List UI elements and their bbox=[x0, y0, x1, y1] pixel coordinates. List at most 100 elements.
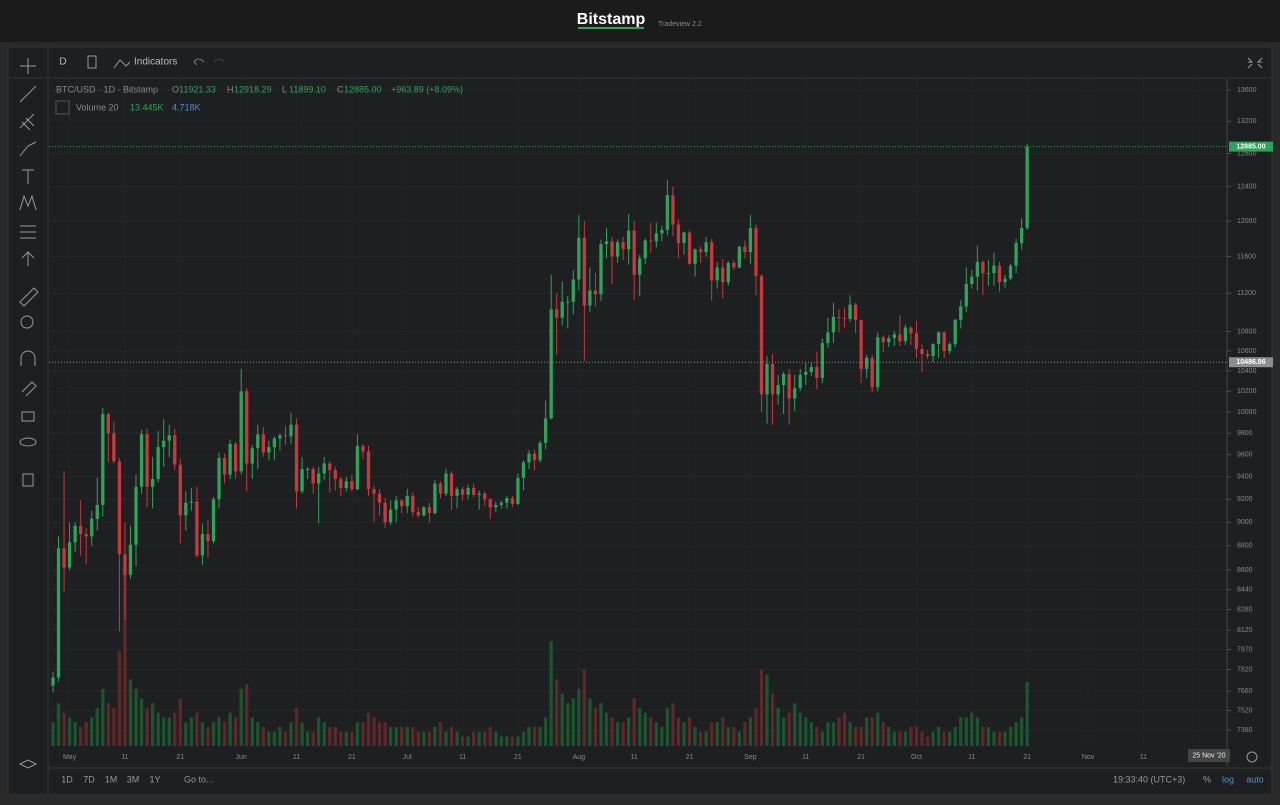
candle-body bbox=[51, 677, 55, 686]
ruler-tool[interactable] bbox=[19, 287, 39, 307]
log-toggle[interactable]: log bbox=[1222, 774, 1234, 784]
candle-body bbox=[981, 262, 985, 273]
candle-body bbox=[992, 265, 996, 273]
ohlc-value: 11921.33 bbox=[179, 84, 216, 94]
undo[interactable] bbox=[193, 58, 205, 66]
volume-bar bbox=[344, 731, 349, 746]
range-button[interactable]: 1M bbox=[105, 774, 118, 784]
trash-tool[interactable] bbox=[22, 473, 34, 487]
crosshair-tool[interactable] bbox=[20, 58, 36, 74]
go-to[interactable]: Go to... bbox=[184, 774, 214, 784]
candle-body bbox=[842, 317, 847, 319]
zoom-tool[interactable] bbox=[20, 315, 34, 329]
change: +963.89 (+8.09%) bbox=[391, 84, 463, 94]
brand[interactable]: Bitstamp bbox=[577, 11, 646, 28]
candle-body bbox=[687, 232, 692, 264]
candle-body bbox=[394, 500, 398, 510]
interval[interactable]: D bbox=[59, 57, 66, 68]
forecast-tool[interactable] bbox=[20, 225, 36, 239]
candle-body bbox=[610, 241, 614, 257]
range-button[interactable]: 1Y bbox=[149, 774, 160, 784]
volume-bar bbox=[615, 722, 620, 746]
volume-bar bbox=[555, 679, 559, 746]
range-button[interactable]: 7D bbox=[83, 774, 95, 784]
candle-body bbox=[1014, 243, 1018, 266]
volume-bar bbox=[748, 717, 753, 746]
text-tool[interactable] bbox=[22, 169, 34, 184]
candle-body bbox=[997, 265, 1002, 283]
volume-bar bbox=[837, 717, 841, 746]
brush-tool[interactable] bbox=[19, 141, 37, 157]
fullscreen[interactable] bbox=[1247, 57, 1263, 69]
candle-body bbox=[848, 304, 852, 319]
volume-bar bbox=[305, 731, 310, 746]
candle-body bbox=[1008, 265, 1013, 279]
volume-bar bbox=[67, 717, 72, 746]
draw-lock-tool[interactable] bbox=[21, 381, 37, 397]
volume-bar bbox=[278, 726, 282, 746]
candle-body bbox=[261, 434, 265, 453]
y-tick-label: 10200 bbox=[1237, 388, 1257, 395]
volume-bar bbox=[444, 731, 448, 746]
y-tick-label: 10600 bbox=[1237, 348, 1257, 355]
volume-bar bbox=[211, 722, 216, 746]
volume-bar bbox=[283, 731, 288, 746]
y-tick-label: 7970 bbox=[1237, 646, 1253, 653]
range-button[interactable]: 3M bbox=[127, 774, 140, 784]
visibility-tool[interactable] bbox=[19, 437, 37, 447]
candle-body bbox=[781, 373, 786, 386]
candle-body bbox=[1003, 278, 1007, 283]
volume-bar bbox=[106, 703, 110, 746]
volume-bar bbox=[521, 731, 526, 746]
volume-bar bbox=[195, 712, 199, 746]
candle-body bbox=[532, 453, 537, 461]
volume-bar bbox=[660, 726, 664, 746]
volume-bar bbox=[793, 703, 797, 746]
candle-body bbox=[975, 262, 980, 277]
candle-body bbox=[328, 463, 332, 471]
volume-bar bbox=[95, 707, 99, 746]
candle-body bbox=[555, 309, 559, 318]
candle-body bbox=[881, 337, 885, 343]
candle-body bbox=[217, 458, 221, 500]
volume-bar bbox=[687, 717, 692, 746]
range-button[interactable]: 1D bbox=[61, 774, 73, 784]
candle-body bbox=[593, 290, 598, 295]
candle-body bbox=[770, 363, 775, 395]
arrow-tool[interactable] bbox=[21, 251, 35, 266]
volume-bar bbox=[1008, 726, 1013, 746]
version: Tradeview 2.2 bbox=[658, 21, 702, 28]
volume-bar bbox=[543, 717, 548, 746]
volume-bar bbox=[73, 722, 77, 746]
volume-bar bbox=[826, 722, 830, 746]
volume-bar bbox=[505, 736, 509, 746]
lock-tool[interactable] bbox=[21, 411, 35, 422]
candle-body bbox=[571, 279, 575, 302]
volume-bar bbox=[649, 717, 653, 746]
redo[interactable] bbox=[213, 58, 225, 63]
line-tool[interactable] bbox=[19, 85, 37, 103]
candle-body bbox=[682, 232, 686, 244]
x-tick-label: Aug bbox=[573, 754, 586, 761]
settings[interactable] bbox=[1246, 751, 1258, 763]
indicators[interactable]: Indicators bbox=[134, 57, 177, 68]
candle-body bbox=[815, 366, 819, 379]
indicator-icon[interactable] bbox=[113, 59, 131, 69]
candle-icon[interactable] bbox=[87, 55, 97, 69]
volume-bar bbox=[665, 707, 670, 746]
auto-toggle[interactable]: auto bbox=[1246, 774, 1264, 784]
volume-bar bbox=[853, 726, 858, 746]
percent-toggle[interactable]: % bbox=[1203, 774, 1211, 784]
collapse[interactable] bbox=[55, 100, 70, 115]
ohlc-value: 12918.29 bbox=[234, 84, 272, 94]
magnet-tool[interactable] bbox=[20, 350, 36, 366]
fib-tool[interactable] bbox=[19, 113, 35, 131]
candle-body bbox=[671, 195, 675, 225]
candle-body bbox=[726, 262, 730, 283]
candle-body bbox=[710, 242, 714, 281]
candle-body bbox=[250, 448, 254, 464]
layers-tool[interactable] bbox=[18, 759, 38, 769]
pattern-tool[interactable] bbox=[19, 194, 37, 211]
candle-body bbox=[859, 319, 863, 369]
candle-body bbox=[970, 276, 974, 285]
